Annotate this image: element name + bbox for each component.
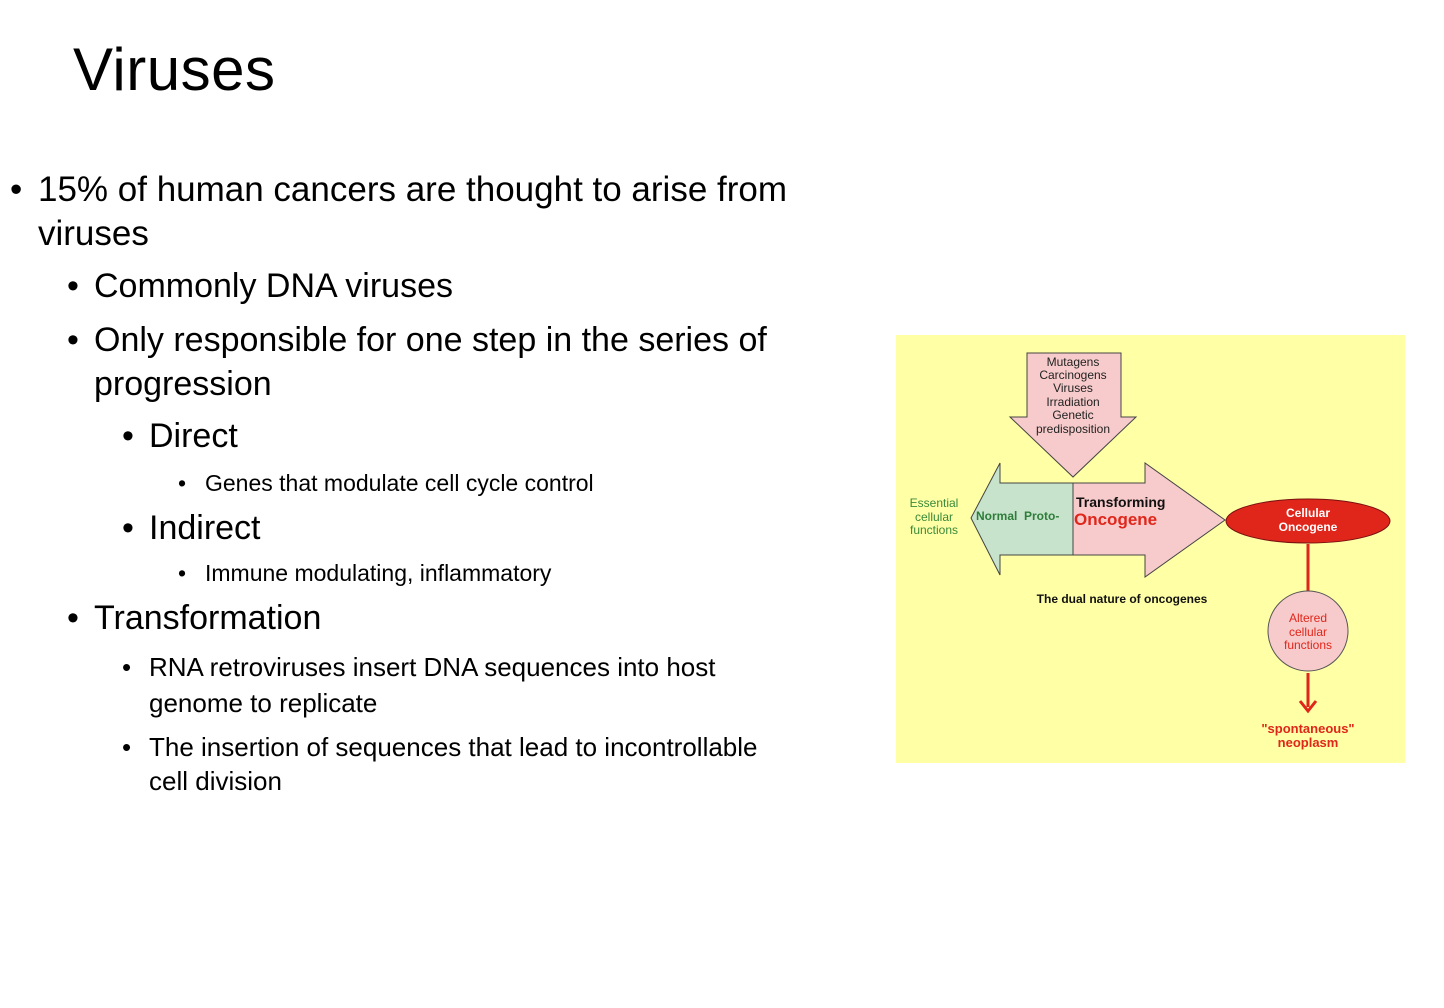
bullet-text: Genes that modulate cell cycle control [205,470,594,496]
bullet-marker: • [10,170,23,209]
oncogene-diagram-svg: Mutagens Carcinogens Viruses Irradiation… [910,352,1391,750]
bullet-marker: • [178,470,187,496]
bullet-text: viruses [38,214,149,253]
bullet-marker: • [122,732,132,762]
bullet-text: Only responsible for one step in the ser… [94,321,767,359]
bullet-text: Transformation [94,599,322,637]
proto-oncogene-arrow [970,462,1074,576]
neoplasm-line: neoplasm [1278,735,1339,750]
oncogene-diagram: Mutagens Carcinogens Viruses Irradiation… [896,335,1405,763]
bullet-text: 15% of human cancers are thought to aris… [38,170,788,209]
essential-line: cellular [915,510,953,524]
cellular-oncogene-line: Cellular [1286,506,1330,520]
bullet-marker: • [67,321,79,359]
altered-line: functions [1284,638,1332,652]
essential-functions-label: Essential cellular functions [910,496,959,537]
bullet-text: Indirect [149,509,261,547]
neoplasm-line: "spontaneous" [1261,721,1354,736]
essential-line: Essential [910,496,959,510]
causes-down-arrow [1008,352,1138,478]
bullet-text: progression [94,365,272,403]
bullet-text: The insertion of sequences that lead to … [149,732,758,762]
bullet-text: RNA retroviruses insert DNA sequences in… [149,652,716,682]
altered-functions-label: Altered cellular functions [1284,611,1332,652]
neoplasm-label: "spontaneous" neoplasm [1261,721,1354,750]
cause-label: Irradiation [1046,395,1099,409]
causes-list: Mutagens Carcinogens Viruses Irradiation… [1036,355,1110,436]
bullet-marker: • [67,599,79,637]
bullet-marker: • [122,509,134,547]
slide-title: Viruses [73,36,276,103]
bullet-text: Immune modulating, inflammatory [205,560,552,586]
bullet-text: Direct [149,417,238,455]
normal-proto-label: Normal Proto- [976,509,1059,523]
neoplasm-arrow-head [1298,700,1318,714]
oncogene-arrow [1072,462,1226,578]
oncogene-label: Oncogene [1074,510,1157,529]
altered-line: Altered [1289,611,1327,625]
cause-label: Carcinogens [1039,368,1106,382]
transforming-label: Transforming [1076,494,1165,510]
diagram-caption: The dual nature of oncogenes [1037,592,1208,606]
bullet-marker: • [178,560,187,586]
cellular-oncogene-ellipse [1225,498,1391,544]
cause-label: Mutagens [1047,355,1100,369]
cellular-oncogene-label: Cellular Oncogene [1279,506,1338,534]
cause-label: Genetic [1052,408,1093,422]
bullet-text: genome to replicate [149,688,378,718]
cellular-oncogene-line: Oncogene [1279,520,1338,534]
bullet-marker: • [67,267,79,305]
bullet-text: cell division [149,766,282,796]
bullet-marker: • [122,417,134,455]
bullet-text: Commonly DNA viruses [94,267,453,305]
altered-line: cellular [1289,625,1327,639]
bullet-marker: • [122,652,132,682]
cause-label: Viruses [1053,381,1093,395]
cause-label: predisposition [1036,422,1110,436]
essential-line: functions [910,523,958,537]
altered-functions-circle [1267,590,1349,672]
